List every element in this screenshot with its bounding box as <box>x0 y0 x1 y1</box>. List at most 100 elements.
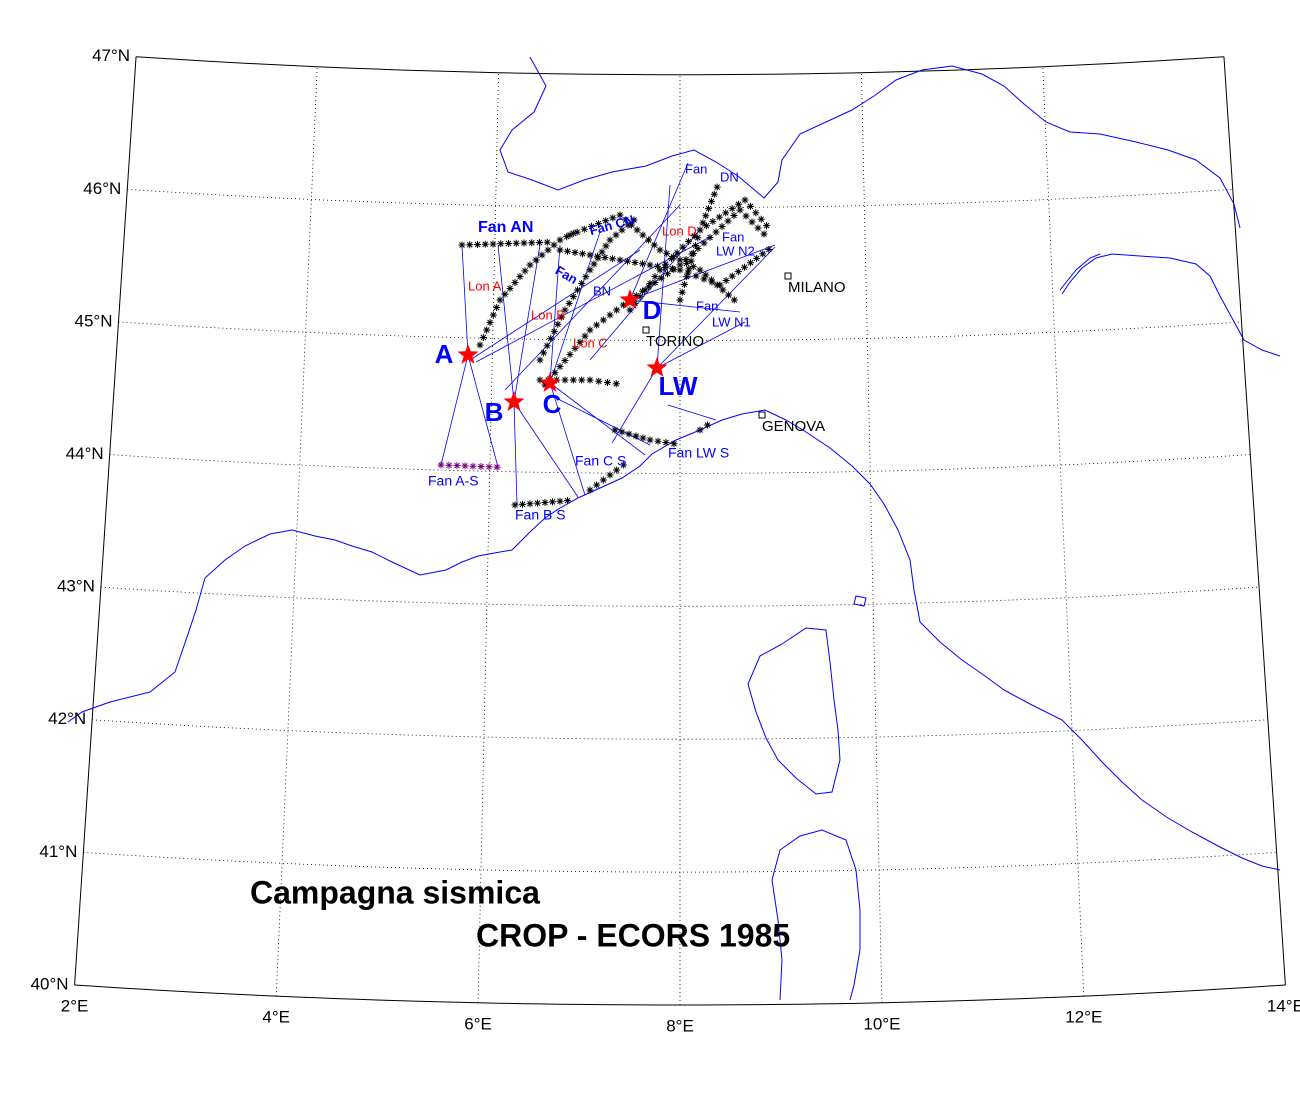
shot-point <box>696 266 704 274</box>
shot-point <box>612 380 620 388</box>
shot-point <box>650 241 658 249</box>
shot-point <box>676 266 684 274</box>
coastline <box>67 56 1281 1001</box>
shot-point <box>763 222 771 230</box>
fan-line <box>656 246 776 369</box>
profile-label: Fan B S <box>515 507 566 523</box>
corsica <box>747 627 841 795</box>
shot-point <box>631 299 639 307</box>
fan-line <box>461 244 469 356</box>
shot-point <box>673 249 681 257</box>
shot-point <box>534 499 541 507</box>
shot-point <box>696 226 704 234</box>
city-label: TORINO <box>646 333 704 350</box>
shot-point <box>566 350 574 358</box>
shot-point <box>716 281 724 289</box>
shot-point <box>474 241 481 248</box>
shot-point <box>661 264 669 271</box>
shot-point <box>512 239 520 247</box>
shot-point <box>571 344 579 352</box>
shot-point <box>704 421 711 429</box>
shot-point <box>566 231 574 239</box>
lat-label: 45°N <box>75 311 113 330</box>
shot-point <box>611 426 619 434</box>
lon-label: 14°E <box>1267 996 1300 1015</box>
shot-point <box>725 291 733 299</box>
shot-point <box>683 259 691 267</box>
shot-point <box>618 428 626 436</box>
shot-point <box>765 245 773 253</box>
shot-point <box>689 263 697 271</box>
shot-point <box>710 190 718 198</box>
shot-point <box>700 239 708 247</box>
shot-point <box>453 462 461 470</box>
city-label: MILANO <box>788 279 846 296</box>
shot-point <box>619 301 627 309</box>
shot-point <box>477 463 485 470</box>
shot-point <box>696 426 704 434</box>
shot-point <box>556 363 564 371</box>
shot-point <box>619 461 627 469</box>
shot-point <box>569 229 577 237</box>
fan-line <box>497 244 515 403</box>
shot-point <box>609 255 616 263</box>
profile-label: Fan <box>696 298 718 313</box>
shot-point <box>489 240 497 248</box>
shot-point <box>485 463 493 471</box>
shot-point <box>651 273 659 281</box>
shot-point <box>692 242 700 250</box>
lake <box>1059 253 1101 291</box>
shot-point <box>705 205 713 213</box>
shot-point <box>606 311 614 319</box>
shot-point <box>612 231 620 239</box>
station-label: D <box>643 295 662 325</box>
shot-point <box>528 239 536 247</box>
shot-point <box>618 226 626 234</box>
shot-point <box>632 432 640 440</box>
map-title: CROP - ECORS 1985 <box>476 917 790 953</box>
shot-point <box>551 369 559 377</box>
fan-line <box>504 204 681 391</box>
shot-point <box>702 222 710 230</box>
station-marker <box>457 344 479 364</box>
shot-point <box>684 269 692 277</box>
shot-point <box>646 279 654 287</box>
fan-line <box>629 162 689 301</box>
shot-point <box>578 376 586 384</box>
shot-point <box>654 262 661 270</box>
shot-point <box>645 236 653 244</box>
shot-point <box>709 217 717 225</box>
lon-label: 10°E <box>863 1014 900 1033</box>
shot-point <box>501 290 509 298</box>
shot-point <box>639 260 646 268</box>
shot-point <box>651 279 659 286</box>
shot-point <box>639 287 646 295</box>
shot-point <box>561 376 569 384</box>
shot-point <box>573 228 581 236</box>
shot-point <box>550 241 558 249</box>
lat-label: 40°N <box>31 974 69 993</box>
lon-label: 6°E <box>464 1014 492 1033</box>
shot-point <box>656 246 664 254</box>
shot-point <box>694 234 702 242</box>
sardinia <box>771 829 861 1001</box>
profile-label: Lon A <box>468 278 502 293</box>
lat-label: 46°N <box>83 179 121 198</box>
shot-point <box>493 463 501 471</box>
shot-point <box>538 251 546 259</box>
shot-point <box>578 279 586 287</box>
shot-point <box>719 286 727 294</box>
station-label: A <box>435 339 454 369</box>
parallel <box>127 188 1233 208</box>
shot-point <box>670 440 678 448</box>
elba <box>853 595 867 607</box>
parallel <box>136 56 1224 76</box>
shot-point <box>736 206 744 214</box>
station-marker <box>646 357 668 377</box>
shot-point <box>728 272 736 280</box>
shot-point <box>645 283 653 291</box>
shot-point <box>740 263 748 271</box>
shot-point <box>613 466 621 474</box>
shot-point <box>506 284 514 292</box>
